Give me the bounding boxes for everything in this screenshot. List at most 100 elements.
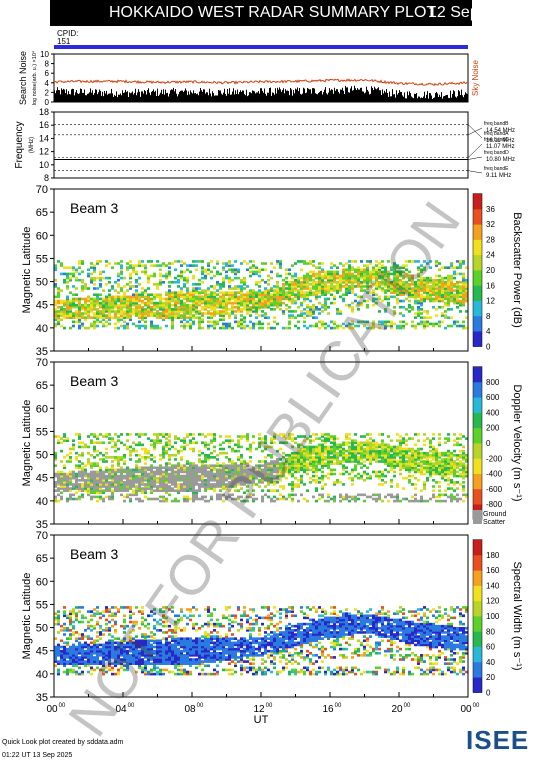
heatmap-cell <box>198 487 201 490</box>
heatmap-cell <box>72 266 75 269</box>
heatmap-cell <box>456 305 459 309</box>
heatmap-cell <box>54 458 57 461</box>
heatmap-cell <box>441 266 444 269</box>
heatmap-cell <box>84 308 87 311</box>
heatmap-cell <box>402 324 405 328</box>
heatmap-cell <box>291 483 294 486</box>
heatmap-cell <box>159 458 162 461</box>
heatmap-cell <box>321 291 324 294</box>
heatmap-cell <box>207 316 210 319</box>
heatmap-cell <box>258 466 261 470</box>
heatmap-cell <box>249 295 252 299</box>
heatmap-cell <box>291 481 294 484</box>
heatmap-cell <box>270 456 273 459</box>
heatmap-cell <box>177 312 180 315</box>
heatmap-cell <box>192 462 195 465</box>
heatmap-cell <box>297 470 300 474</box>
heatmap-cell <box>144 474 147 478</box>
heatmap-cell <box>231 481 234 484</box>
heatmap-cell <box>300 303 303 307</box>
heatmap-cell <box>255 299 258 303</box>
heatmap-cell <box>264 460 267 463</box>
heatmap-cell <box>69 299 72 303</box>
frequency-ytick-label: 16 <box>39 120 49 130</box>
heatmap-cell <box>393 466 396 470</box>
heatmap-cell <box>183 324 186 328</box>
heatmap-cell <box>150 320 153 324</box>
heatmap-cell <box>333 278 336 282</box>
heatmap-cell <box>309 276 312 280</box>
heatmap-cell <box>162 318 165 322</box>
heatmap-cell <box>213 301 216 305</box>
heatmap-cell <box>240 293 243 297</box>
heatmap-cell <box>120 270 123 274</box>
heatmap-cell <box>351 445 354 449</box>
heatmap-cell <box>246 310 249 313</box>
heatmap-cell <box>408 478 411 482</box>
heatmap-cell <box>168 291 171 294</box>
heatmap-cell <box>90 272 93 276</box>
heatmap-cell <box>351 308 354 311</box>
heatmap-cell <box>402 274 405 278</box>
beam-title: Beam 3 <box>70 200 118 216</box>
heatmap-cell <box>186 280 189 284</box>
heatmap-cell <box>117 285 120 288</box>
heatmap-cell <box>324 280 327 284</box>
heatmap-cell <box>54 295 57 299</box>
heatmap-cell <box>417 280 420 284</box>
heatmap-cell <box>321 305 324 309</box>
heatmap-cell <box>75 464 78 467</box>
heatmap-cell <box>171 466 174 470</box>
heatmap-cell <box>162 445 165 449</box>
heatmap-cell <box>144 472 147 476</box>
heatmap-cell <box>303 308 306 311</box>
heatmap-cell <box>72 472 75 476</box>
heatmap-cell <box>441 287 444 290</box>
heatmap-cell <box>192 301 195 305</box>
heatmap-cell <box>171 291 174 294</box>
heatmap-cell <box>255 322 258 326</box>
frequency-band-pointer <box>467 143 483 158</box>
heatmap-cell <box>417 266 420 269</box>
heatmap-cell <box>366 287 369 290</box>
heatmap-cell <box>399 451 402 455</box>
heatmap-cell <box>246 268 249 272</box>
heatmap-cell <box>138 262 141 265</box>
heatmap-cell <box>435 295 438 299</box>
heatmap-cell <box>357 266 360 269</box>
heatmap-cell <box>384 324 387 328</box>
heatmap-cell <box>210 433 213 436</box>
heatmap-cell <box>99 474 102 478</box>
heatmap-cell <box>57 322 60 326</box>
heatmap-cell <box>309 445 312 449</box>
heatmap-cell <box>348 285 351 288</box>
heatmap-cell <box>90 308 93 311</box>
heatmap-cell <box>348 305 351 309</box>
heatmap-cell <box>351 453 354 457</box>
heatmap-cell <box>144 476 147 480</box>
colorbar-swatch <box>473 212 482 217</box>
heatmap-cell <box>192 478 195 482</box>
heatmap-cell <box>114 443 117 447</box>
heatmap-cell <box>324 499 327 503</box>
heatmap-cell <box>405 272 408 276</box>
heatmap-cell <box>450 276 453 280</box>
heatmap-cell <box>153 301 156 305</box>
heatmap-cell <box>54 474 57 478</box>
heatmap-cell <box>300 458 303 461</box>
heatmap-cell <box>210 314 213 317</box>
heatmap-cell <box>270 287 273 290</box>
heatmap-cell <box>273 301 276 305</box>
heatmap-cell <box>102 472 105 476</box>
heatmap-cell <box>459 324 462 328</box>
heatmap-cell <box>99 314 102 317</box>
heatmap-cell <box>75 268 78 272</box>
heatmap-cell <box>255 466 258 470</box>
heatmap-cell <box>453 283 456 286</box>
heatmap-cell <box>99 285 102 288</box>
heatmap-cell <box>414 499 417 503</box>
heatmap-cell <box>405 433 408 436</box>
heatmap-cell <box>69 472 72 476</box>
heatmap-cell <box>105 476 108 480</box>
heatmap-cell <box>198 312 201 315</box>
